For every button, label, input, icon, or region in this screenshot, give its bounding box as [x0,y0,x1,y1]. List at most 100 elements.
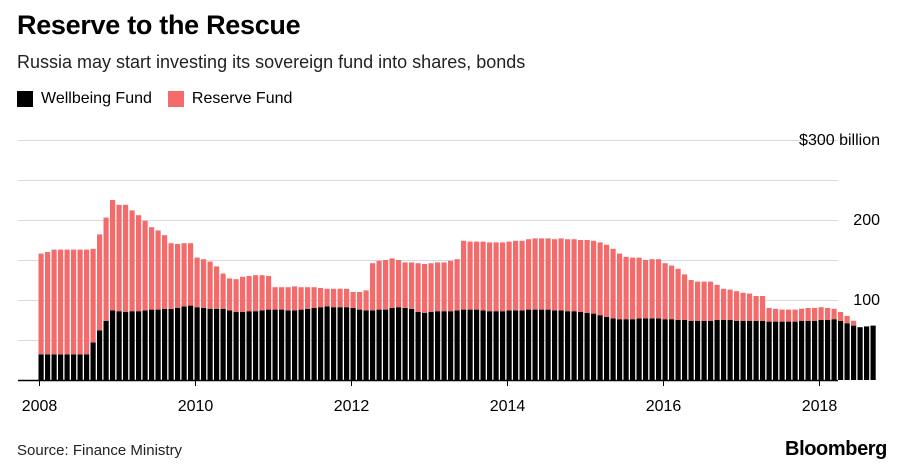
bar-wellbeing [831,319,837,380]
bar-reserve [149,227,155,310]
bar-reserve [812,308,818,321]
bar-reserve [214,266,220,309]
bar-reserve [740,292,746,321]
bar-reserve [604,244,610,317]
bar-reserve [142,220,148,311]
bar-wellbeing [194,307,200,380]
bar-reserve [636,257,642,319]
bar-wellbeing [435,311,441,380]
bar-wellbeing [467,309,473,380]
bar-wellbeing [162,308,168,380]
bar-reserve [688,280,694,321]
bar-wellbeing [838,320,844,380]
bar-reserve [630,257,636,320]
bar-reserve [246,276,252,312]
bar-reserve [259,275,265,311]
bar-wellbeing [149,309,155,380]
bar-wellbeing [214,308,220,380]
bar-wellbeing [77,354,83,380]
bar-wellbeing [103,320,109,380]
chart-subtitle: Russia may start investing its sovereign… [17,52,526,72]
bar-wellbeing [428,312,434,380]
bar-reserve [71,249,77,355]
bar-reserve [799,308,805,321]
bar-wellbeing [370,310,376,380]
bar-wellbeing [207,308,213,380]
bar-wellbeing [571,311,577,380]
bar-reserve [844,316,850,324]
bar-reserve [578,240,584,312]
bar-reserve [285,287,291,311]
bar-reserve [500,242,506,312]
bar-reserve [831,308,837,320]
bar-reserve [428,263,434,312]
bar-wellbeing [545,309,551,380]
chart-title: Reserve to the Rescue [17,10,301,40]
bar-wellbeing [142,310,148,380]
bar-reserve [129,210,135,312]
bar-wellbeing [740,320,746,380]
bar-reserve [565,239,571,312]
bar-reserve [825,308,831,320]
bar-reserve [623,256,629,320]
bar-reserve [396,260,402,308]
bar-reserve [363,290,369,311]
bar-wellbeing [597,315,603,380]
bar-wellbeing [227,310,233,380]
bar-reserve [337,288,343,308]
bar-wellbeing [506,310,512,380]
bar-reserve [584,240,590,313]
bar-wellbeing [721,320,727,380]
bar-reserve [766,308,772,322]
bar-wellbeing [90,342,96,380]
bar-reserve [110,200,116,311]
bar-wellbeing [292,310,298,380]
bar-wellbeing [272,309,278,380]
bar-reserve [240,276,246,312]
bar-wellbeing [519,310,525,380]
bar-reserve [727,289,733,320]
bar-reserve [422,264,428,313]
bar-reserve [272,287,278,310]
bar-reserve [292,286,298,311]
bar-wellbeing [851,325,857,380]
bar-reserve [753,296,759,321]
bar-wellbeing [240,312,246,380]
bar-reserve [123,204,129,312]
bar-wellbeing [415,312,421,380]
bar-reserve [643,260,649,319]
source-note: Source: Finance Ministry [17,442,183,459]
bar-reserve [45,252,51,355]
bar-wellbeing [779,321,785,380]
bar-reserve [84,249,90,355]
bar-wellbeing [617,319,623,380]
bar-wellbeing [799,320,805,380]
bar-wellbeing [701,320,707,380]
bar-wellbeing [279,309,285,380]
bar-wellbeing [766,321,772,380]
bar-wellbeing [461,309,467,380]
bar-reserve [487,242,493,312]
bar-reserve [682,274,688,320]
x-tick-label-2016: 2016 [646,398,682,415]
bar-wellbeing [51,354,57,380]
bar-reserve [552,239,558,311]
bar-wellbeing [84,354,90,380]
bar-wellbeing [584,312,590,380]
bar-reserve [266,276,272,310]
bar-reserve [467,241,473,310]
bar-reserve [116,204,122,312]
bar-wellbeing [123,312,129,380]
bar-wellbeing [773,321,779,380]
bar-wellbeing [760,320,766,380]
bar-wellbeing [805,320,811,380]
bar-wellbeing [864,326,870,380]
bar-reserve [545,238,551,310]
bar-reserve [324,288,330,307]
bar-reserve [175,244,181,308]
bar-reserve [207,261,213,309]
bar-wellbeing [409,308,415,380]
bar-reserve [701,281,707,321]
bar-wellbeing [623,319,629,380]
bar-reserve [97,234,103,331]
